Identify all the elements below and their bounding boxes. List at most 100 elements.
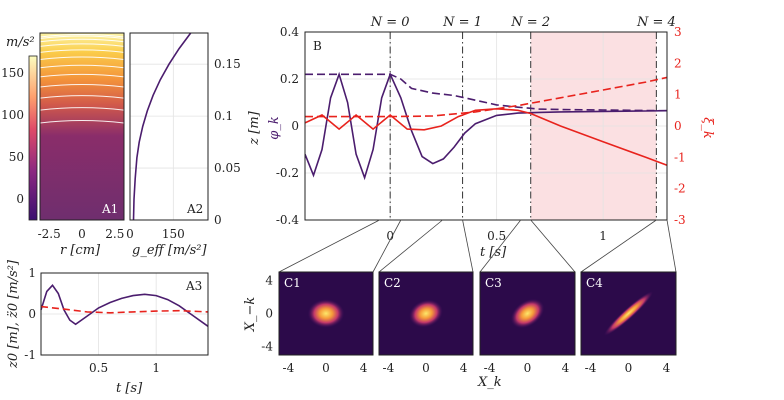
a3-panel-label: A3 <box>185 279 202 293</box>
b-connector-line <box>666 219 677 273</box>
a1-colorbar-ticks: 0 50 100 150 <box>1 66 24 206</box>
a1-colorbar-tick: 0 <box>16 192 24 206</box>
b-series-line <box>305 76 667 118</box>
b-ytick-left: -0.4 <box>276 213 300 227</box>
c-panel-frame <box>580 271 677 356</box>
a3-frame <box>40 272 209 356</box>
c-xlabel: X_k <box>477 375 502 390</box>
c-xtick: 0 <box>322 361 330 375</box>
b-connector-line <box>479 219 522 273</box>
a1-xtick: -2.5 <box>38 227 61 241</box>
c-panel-c2: C2 <box>378 271 474 356</box>
a3-xticks: 0.5 1 <box>89 361 160 375</box>
b-connector-line <box>530 219 576 273</box>
b-marker-label: N = 1 <box>442 15 482 30</box>
a1-contours <box>39 34 125 124</box>
c-panel-frame <box>278 271 374 356</box>
a2-xticks: 0 150 <box>126 227 185 241</box>
b-connector-line <box>462 219 474 273</box>
a1-contour-line <box>39 73 125 78</box>
a3-z0dd-line <box>40 305 209 314</box>
a3-z0-line <box>40 284 209 327</box>
a1-contour-line <box>39 84 125 88</box>
b-connector-lines <box>278 219 677 273</box>
b-marker-label: N = 2 <box>510 15 550 30</box>
a1-xtick: 2.5 <box>105 227 124 241</box>
a3-ytick: -1 <box>24 348 36 362</box>
c-ytick: -4 <box>261 340 273 354</box>
c-panel-label: C3 <box>485 276 502 290</box>
a1-contour-line <box>39 64 125 69</box>
c-ylabel: X_−k <box>243 297 258 333</box>
b-ytick-right: -2 <box>674 182 686 196</box>
a2-xlabel: g_eff [m/s²] <box>132 243 208 258</box>
a2-ytick: 0.15 <box>214 57 241 71</box>
a1-contour-line <box>39 38 125 43</box>
a2-xtick: 150 <box>162 227 185 241</box>
b-connector-line <box>278 219 380 273</box>
a3-xtick: 1 <box>152 361 160 375</box>
c-panel-label: C2 <box>384 276 401 290</box>
a1-contour-line <box>39 43 125 47</box>
b-marker-label: N = 4 <box>636 15 676 30</box>
a2-ytick: 0 <box>214 213 222 227</box>
b-ytick-left: 0.2 <box>280 72 299 86</box>
c-xtick: 4 <box>562 361 570 375</box>
a1-xtick: 0 <box>78 227 86 241</box>
c-distribution-blob <box>409 299 443 328</box>
c-panel-c4: C4 <box>580 271 677 356</box>
c-panel-c3: C3 <box>479 271 576 356</box>
a1-xlabel: r [cm] <box>60 243 101 258</box>
c-panel-label: C4 <box>586 276 603 290</box>
a1-contour-line <box>39 107 125 111</box>
b-ytick-right: -3 <box>674 213 686 227</box>
panel-a2: A2 0 150 0 0.05 0.1 0.15 g_eff [m/s²] z [m] <box>126 32 262 258</box>
c-xtick: 4 <box>663 361 671 375</box>
b-ylabel-left: φ_k <box>267 116 282 140</box>
c-xtick: 0 <box>625 361 633 375</box>
a3-xtick: 0.5 <box>89 361 108 375</box>
b-panel-label: B <box>313 39 322 53</box>
a3-yticks: -1 0 1 <box>24 266 36 362</box>
b-ytick-left: 0.4 <box>280 25 299 39</box>
b-connector-line <box>580 219 657 273</box>
b-xlabel: t [s] <box>480 245 507 260</box>
b-xtick: 0.5 <box>487 229 506 243</box>
a3-grid <box>41 273 208 355</box>
a1-contour-line <box>39 35 125 39</box>
c-ytick: 0 <box>265 307 273 321</box>
a3-ytick: 1 <box>28 266 36 280</box>
c-ytick: 4 <box>265 273 273 287</box>
b-xtick: 1 <box>599 229 607 243</box>
b-ytick-right: -1 <box>674 150 686 164</box>
c-distribution-blob <box>510 298 545 329</box>
a2-panel-label: A2 <box>186 202 203 216</box>
b-xtick: 0 <box>386 229 394 243</box>
c-distribution-blob <box>603 291 654 336</box>
a1-colorbar-tick: 100 <box>1 108 24 122</box>
a2-xtick: 0 <box>126 227 134 241</box>
a1-colorbar-tick: 150 <box>1 66 24 80</box>
c-distribution-blob <box>307 299 345 328</box>
c-panel-frame <box>378 271 474 356</box>
b-series-line <box>305 73 667 112</box>
b-ytick-left: -0.2 <box>276 166 299 180</box>
a1-colorbar-tick: 50 <box>9 150 24 164</box>
b-marker-lines <box>389 32 657 220</box>
a1-heatmap <box>40 33 124 220</box>
b-ytick-right: 1 <box>674 88 682 102</box>
c-xtick: 0 <box>422 361 430 375</box>
a2-background <box>130 33 208 220</box>
b-yticks-left: -0.4 -0.2 0 0.2 0.4 <box>276 25 300 227</box>
b-ytick-right: 2 <box>674 56 682 70</box>
b-frame <box>304 31 668 221</box>
a1-colorbar-unit: m/s² <box>6 35 35 50</box>
c-panel-frame <box>479 271 576 356</box>
c-xtick: 4 <box>460 361 468 375</box>
a2-yticks: 0 0.05 0.1 0.15 <box>214 57 241 227</box>
b-series-line <box>305 71 667 181</box>
a2-ylabel: z [m] <box>247 110 262 145</box>
a1-contour-line <box>39 120 125 124</box>
a1-contour-line <box>39 95 125 99</box>
